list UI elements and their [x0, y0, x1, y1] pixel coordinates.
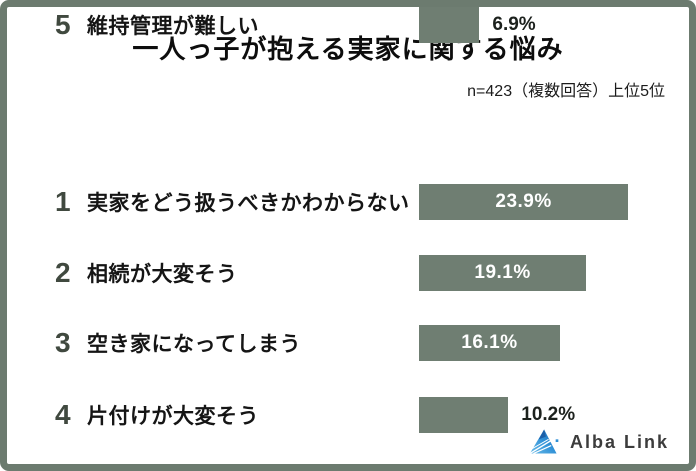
- rank-number: 3: [55, 327, 71, 358]
- bar: 6.9%: [419, 7, 536, 43]
- value-label: 19.1%: [474, 262, 531, 283]
- bar: 16.1%: [419, 325, 560, 361]
- brand-name: Alba Link: [569, 431, 669, 452]
- chart-row-2: 2 相続が大変そう 19.1%: [7, 255, 689, 291]
- value-label: 6.9%: [492, 14, 536, 35]
- brand-logo: Alba Link: [529, 427, 669, 457]
- rank-number: 5: [55, 9, 71, 40]
- value-label: 23.9%: [495, 191, 552, 212]
- value-label: 16.1%: [461, 332, 518, 353]
- category-label: 維持管理が難しい: [87, 15, 259, 38]
- sample-size-note: n=423（複数回答）上位5位: [467, 83, 665, 100]
- category-label: 空き家になってしまう: [87, 333, 301, 356]
- category-label: 実家をどう扱うべきかわからない: [87, 192, 410, 215]
- bar: 23.9%: [419, 184, 629, 220]
- value-label: 10.2%: [521, 404, 576, 425]
- chart-row-3: 3 空き家になってしまう 16.1%: [7, 325, 689, 361]
- chart-title: 一人っ子が抱える実家に関する悩み: [132, 34, 564, 64]
- albalink-triangle-icon: [529, 429, 559, 455]
- chart-row-1: 1 実家をどう扱うべきかわからない 23.9%: [7, 184, 689, 220]
- category-label: 片付けが大変そう: [87, 405, 259, 428]
- chart-row-4: 4 片付けが大変そう 10.2%: [7, 397, 689, 433]
- rank-number: 1: [55, 186, 71, 217]
- rank-number: 4: [55, 399, 71, 430]
- chart-row-5: 5 維持管理が難しい 6.9%: [7, 7, 689, 43]
- bar: 19.1%: [419, 255, 587, 291]
- bar: 10.2%: [419, 397, 575, 433]
- rank-number: 2: [55, 257, 71, 288]
- category-label: 相続が大変そう: [87, 263, 238, 286]
